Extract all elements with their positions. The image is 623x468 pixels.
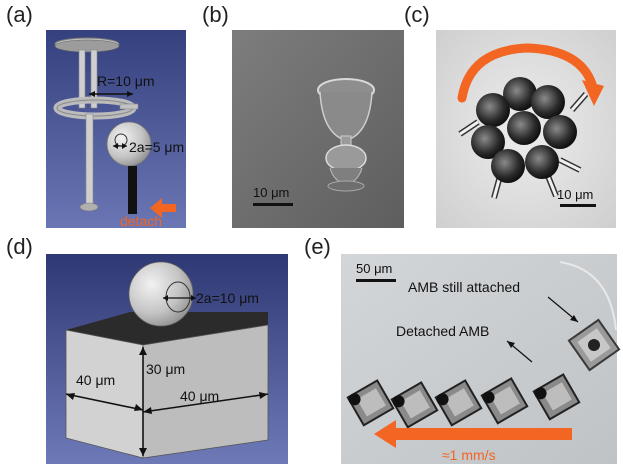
detached-label: Detached AMB (396, 323, 489, 339)
scale-label-c: 10 μm (557, 187, 593, 202)
detach-post (128, 166, 137, 214)
attached-label: AMB still attached (408, 279, 520, 295)
velocity-arrow (374, 420, 572, 448)
radius-label: R=10 μm (97, 73, 154, 89)
cube-left-face (65, 329, 144, 459)
sphere-d (128, 261, 194, 327)
left-width-arrow (65, 393, 144, 411)
right-width-arrow (142, 393, 269, 413)
panel-e: 50 μm (341, 254, 621, 464)
rotation-arrow (457, 43, 597, 103)
speed-label: ≈1 mm/s (442, 447, 496, 463)
panel-label-e: (e) (304, 234, 331, 259)
scale-bar-b (253, 203, 293, 206)
detached-amb-row (346, 373, 581, 429)
right-width-label: 40 μm (180, 388, 219, 404)
stem-lower (85, 113, 94, 205)
detach-label: detach (120, 213, 162, 229)
panel-label-d: (d) (6, 234, 33, 259)
stem-upper-left (78, 49, 86, 109)
detach-arrow (150, 198, 176, 218)
panel-a: R=10 μm 2a=5 μm detach (46, 30, 186, 229)
panel-b: 10 μm (232, 30, 404, 228)
panel-label-b: (b) (202, 2, 229, 27)
height-label: 30 μm (146, 361, 185, 377)
attached-amb (567, 318, 621, 372)
scale-label-b: 10 μm (253, 185, 289, 200)
panel-d: 2a=10 μm 30 μm 40 μm 40 μm (46, 254, 288, 464)
panel-b-background (232, 30, 404, 228)
diameter-label-a: 2a=5 μm (129, 139, 184, 155)
panel-label-a: (a) (6, 2, 33, 27)
sem-sphere (325, 144, 367, 172)
panel-label-c: (c) (404, 2, 430, 27)
scale-label-e: 50 μm (356, 261, 392, 276)
scale-bar-c (560, 204, 596, 207)
stem-upper-right (90, 49, 98, 109)
sphere-label-d: 2a=10 μm (196, 290, 259, 306)
cube-top (66, 312, 268, 345)
left-width-label: 40 μm (76, 372, 115, 388)
scale-bar-e (356, 279, 396, 282)
panel-c: 10 μm (436, 30, 616, 228)
bead-cluster (458, 77, 589, 199)
